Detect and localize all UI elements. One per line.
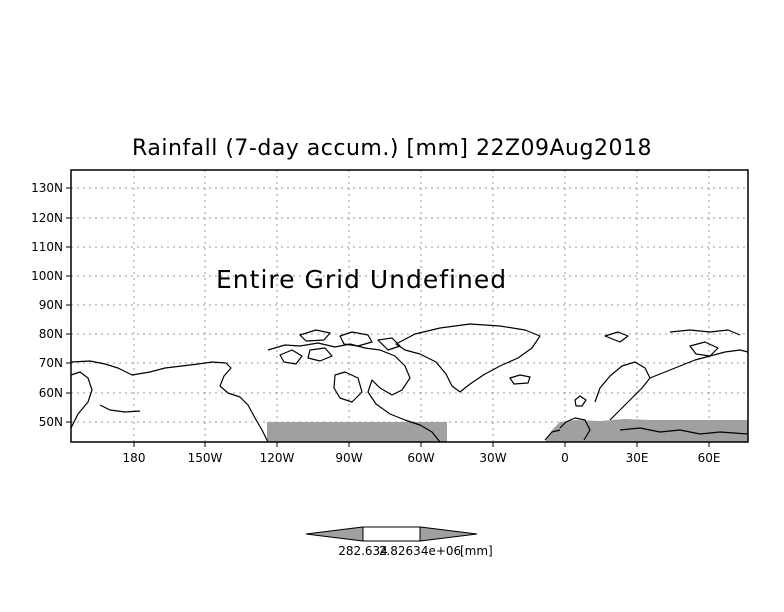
colorbar-left-label: 282.634: [338, 544, 388, 558]
colorbar-middle-box: [362, 526, 421, 542]
lon-label-30e: 30E: [626, 451, 649, 465]
lon-label-60w: 60W: [407, 451, 434, 465]
lat-label-130n: 130N: [31, 181, 63, 195]
map-title: Rainfall (7-day accum.) [mm] 22Z09Aug201…: [132, 136, 652, 161]
lat-label-80n: 80N: [39, 327, 63, 341]
lat-label-100n: 100N: [31, 269, 63, 283]
shaded-region-north-america: [267, 422, 447, 442]
colorbar-right-arrow: [419, 526, 478, 542]
lon-label-0: 0: [561, 451, 569, 465]
colorbar-unit-label: [mm]: [460, 544, 493, 558]
lon-label-30w: 30W: [479, 451, 506, 465]
lat-label-90n: 90N: [39, 298, 63, 312]
lon-label-180: 180: [123, 451, 146, 465]
coastlines: [71, 323, 748, 442]
lat-label-50n: 50N: [39, 415, 63, 429]
shaded-region-europe-asia: [545, 419, 748, 442]
lat-label-70n: 70N: [39, 356, 63, 370]
lon-label-150w: 150W: [188, 451, 223, 465]
colorbar: 282.634 2.82634e+06 [mm]: [305, 526, 493, 558]
lat-label-120n: 120N: [31, 211, 63, 225]
grid-lines: [71, 170, 748, 442]
lon-label-120w: 120W: [260, 451, 295, 465]
lat-label-110n: 110N: [31, 240, 63, 254]
undefined-grid-message: Entire Grid Undefined: [216, 265, 507, 294]
shaded-region: [267, 419, 748, 442]
plot-frame: [70, 169, 749, 443]
colorbar-left-arrow: [305, 526, 364, 542]
colorbar-middle-label: 2.82634e+06: [379, 544, 461, 558]
lat-label-60n: 60N: [39, 386, 63, 400]
lon-label-90w: 90W: [335, 451, 362, 465]
lon-label-60e: 60E: [698, 451, 721, 465]
